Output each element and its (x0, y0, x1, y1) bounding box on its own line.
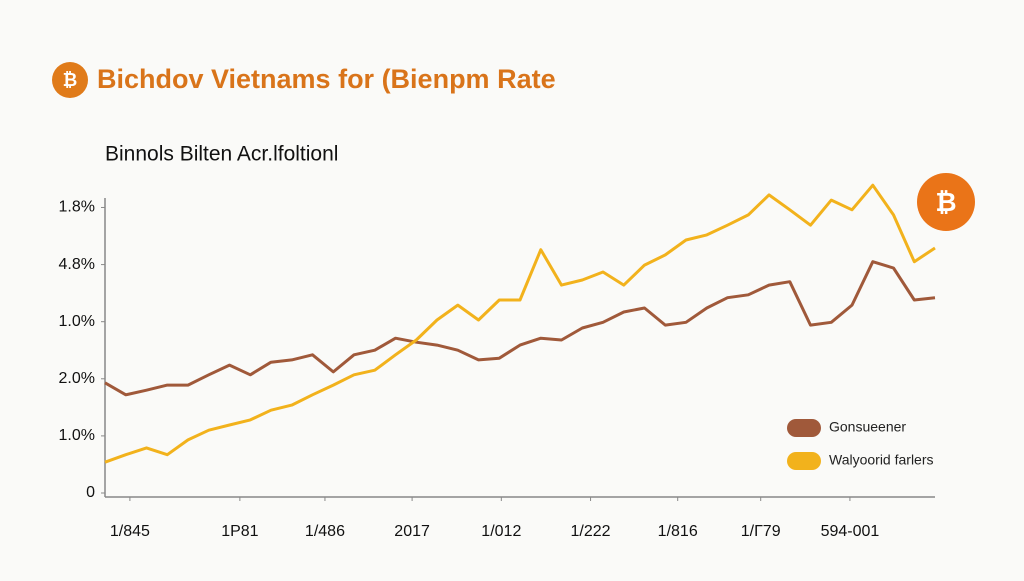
y-tick-label: 1.0% (59, 313, 95, 330)
x-tick-label: 1P81 (221, 523, 258, 540)
title-icon (52, 62, 88, 98)
bitcoin-icon (917, 173, 975, 231)
y-tick-label: 1.8% (59, 199, 95, 216)
series-line (104, 260, 936, 397)
legend-swatch (787, 419, 821, 437)
chart-subtitle: Binnols Bilten Acr.lfoltionl (105, 143, 338, 166)
y-tick-label: 4.8% (59, 256, 95, 273)
x-tick-label: 1/Г79 (741, 523, 781, 540)
y-tick-label: 2.0% (59, 370, 95, 387)
legend-swatch (787, 452, 821, 470)
x-tick-label: 1/816 (658, 523, 698, 540)
title-icon-glyph: ₿ (63, 70, 78, 90)
y-tick-label: 1.0% (59, 427, 95, 444)
x-tick-label: 1/222 (571, 523, 611, 540)
legend-label: Gonsueener (829, 419, 906, 435)
bitcoin-icon-glyph: ₿ (935, 187, 956, 217)
x-tick-label: 1/845 (110, 523, 150, 540)
x-tick-label: 2017 (394, 523, 430, 540)
chart-title: Bichdov Vietnams for (Bienpm Rate (97, 64, 556, 94)
x-tick-label: 594-001 (821, 523, 880, 540)
x-tick-label: 1/012 (481, 523, 521, 540)
series-line (104, 183, 936, 464)
legend-label: Walyoorid farlers (829, 452, 934, 468)
x-tick-label: 1/486 (305, 523, 345, 540)
y-tick-label: 0 (86, 484, 95, 501)
